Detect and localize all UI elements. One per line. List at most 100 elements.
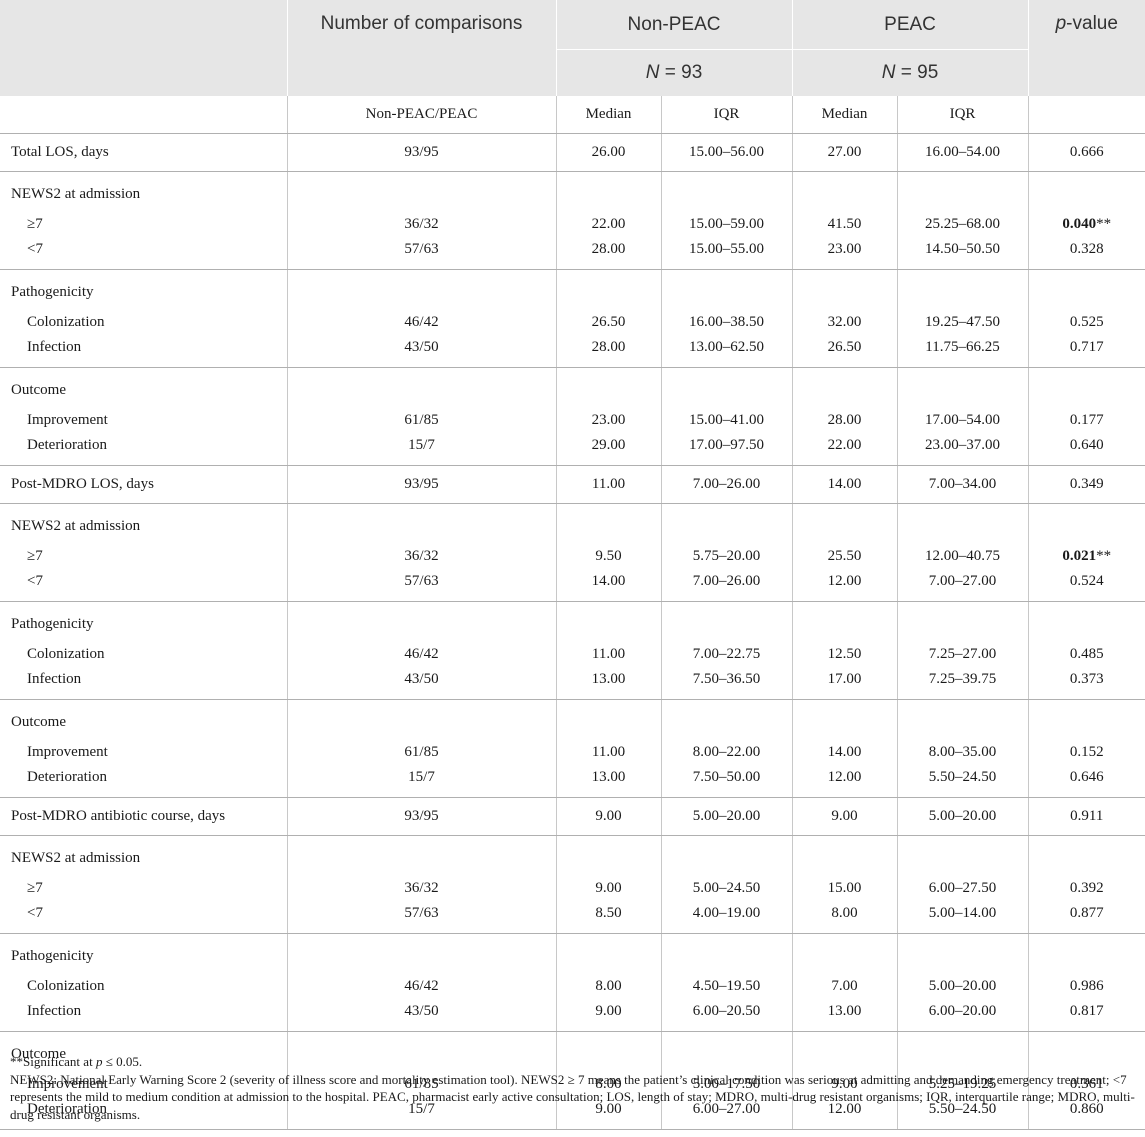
cell-i1: 13.00–62.50 [661, 335, 793, 368]
empty-cell [556, 601, 662, 642]
cell-i1: 5.00–24.50 [661, 876, 793, 901]
empty-cell [556, 1031, 662, 1072]
cell-i1: 8.00–22.00 [661, 740, 793, 765]
cell-i1: 6.00–20.50 [661, 999, 793, 1032]
table-row: Post-MDRO LOS, days 93/95 11.00 7.00–26.00 1… [0, 465, 1145, 504]
cell-m1: 26.00 [556, 133, 662, 172]
table-row: <7 57/63 28.00 15.00–55.00 23.00 14.50–50.50 0… [0, 237, 1145, 270]
empty-cell [661, 699, 793, 740]
table-row: <7 57/63 14.00 7.00–26.00 12.00 7.00–27.00 0.5… [0, 569, 1145, 602]
cell-p: 0.361 [1028, 1072, 1145, 1097]
row-sublabel: Infection [0, 667, 288, 700]
cell-i1: 15.00–56.00 [661, 133, 793, 172]
cell-p: 0.817 [1028, 999, 1145, 1032]
empty-cell [792, 601, 898, 642]
empty-cell [897, 503, 1029, 544]
cell-n: 61/85 [287, 740, 557, 765]
group-header-row: Pathogenicity [0, 933, 1145, 974]
p-value: 0.177 [1069, 412, 1104, 428]
cell-i2: 5.25–19.25 [897, 1072, 1029, 1097]
row-label: Post-MDRO antibiotic course, days [0, 797, 288, 836]
cell-p: 0.040** [1028, 212, 1145, 237]
cell-m1: 8.00 [556, 1072, 662, 1097]
cell-m1: 9.00 [556, 999, 662, 1032]
cell-p: 0.524 [1028, 569, 1145, 602]
cell-m2: 9.00 [792, 797, 898, 836]
empty-cell [556, 699, 662, 740]
cell-m2: 9.00 [792, 1072, 898, 1097]
p-value: 0.717 [1069, 339, 1104, 355]
table-row: Deterioration 15/7 29.00 17.00–97.50 22.00 23… [0, 433, 1145, 466]
cell-m2: 7.00 [792, 974, 898, 999]
group-header-row: Pathogenicity [0, 269, 1145, 310]
cell-p: 0.986 [1028, 974, 1145, 999]
empty-cell [1028, 602, 1145, 643]
cell-m2: 32.00 [792, 310, 898, 335]
header-number-of-comparisons: Number of comparisons [287, 0, 557, 96]
cell-m1: 28.00 [556, 335, 662, 368]
cell-m1: 28.00 [556, 237, 662, 270]
table-row: Infection 43/50 13.00 7.50–36.50 17.00 7.25–3… [0, 667, 1145, 700]
empty-cell [792, 835, 898, 876]
cell-i1: 7.00–26.00 [661, 569, 793, 602]
cell-m1: 23.00 [556, 408, 662, 433]
empty-cell [287, 503, 557, 544]
cell-i1: 15.00–41.00 [661, 408, 793, 433]
cell-p: 0.349 [1028, 465, 1145, 504]
empty-cell [287, 601, 557, 642]
p-value: 0.817 [1069, 1003, 1104, 1019]
cell-m2: 12.00 [792, 569, 898, 602]
empty-cell [792, 171, 898, 212]
cell-n: 61/85 [287, 1072, 557, 1097]
footnote-significance-suffix: ≤ 0.05. [102, 1054, 143, 1069]
table-row: ≥7 36/32 9.50 5.75–20.00 25.50 12.00–40.75 0.0… [0, 544, 1145, 569]
cell-i2: 25.25–68.00 [897, 212, 1029, 237]
subheader-iqr-non-peac: IQR [661, 96, 793, 134]
cell-m1: 9.00 [556, 876, 662, 901]
empty-cell [661, 171, 793, 212]
cell-i1: 5.75–20.00 [661, 544, 793, 569]
p-value: 0.485 [1069, 646, 1104, 662]
empty-cell [661, 269, 793, 310]
header-peac-n: N = 95 [792, 49, 1029, 96]
p-value: 0.328 [1069, 241, 1104, 257]
empty-cell [1028, 504, 1145, 545]
table-row: Colonization 46/42 11.00 7.00–22.75 12.50 7.2… [0, 642, 1145, 667]
cell-i1: 4.00–19.00 [661, 901, 793, 934]
footnote-significance: **Significant at p ≤ 0.05. [10, 1053, 1145, 1071]
cell-p: 0.177 [1028, 408, 1145, 433]
cell-n: 93/95 [287, 797, 557, 836]
empty-cell [897, 367, 1029, 408]
cell-p: 0.392 [1028, 876, 1145, 901]
cell-m1: 8.50 [556, 901, 662, 934]
empty-cell [792, 699, 898, 740]
empty-cell [897, 269, 1029, 310]
row-sublabel: Deterioration [0, 1097, 288, 1130]
empty-cell [897, 933, 1029, 974]
empty-cell [792, 269, 898, 310]
row-sublabel: Deterioration [0, 765, 288, 798]
cell-n: 61/85 [287, 408, 557, 433]
row-sublabel: Colonization [0, 974, 288, 999]
cell-n: 93/95 [287, 133, 557, 172]
empty-cell [556, 367, 662, 408]
footnote-abbreviations: NEWS2: National Early Warning Score 2 (s… [10, 1071, 1135, 1122]
cell-i2: 5.00–20.00 [897, 797, 1029, 836]
empty-cell [287, 1031, 557, 1072]
cell-m2: 13.00 [792, 999, 898, 1032]
cell-p: 0.373 [1028, 667, 1145, 700]
empty-cell [661, 835, 793, 876]
p-value: 0.373 [1069, 671, 1104, 687]
empty-cell [1028, 700, 1145, 741]
cell-i2: 5.00–14.00 [897, 901, 1029, 934]
cell-i2: 19.25–47.50 [897, 310, 1029, 335]
empty-cell [1028, 172, 1145, 213]
row-sublabel: <7 [0, 237, 288, 270]
cell-i2: 12.00–40.75 [897, 544, 1029, 569]
table-row: Deterioration 15/7 13.00 7.50–50.00 12.00 5.5… [0, 765, 1145, 798]
empty-cell [661, 933, 793, 974]
cell-n: 36/32 [287, 212, 557, 237]
group-header-row: Pathogenicity [0, 601, 1145, 643]
group-header-row: NEWS2 at admission [0, 503, 1145, 545]
